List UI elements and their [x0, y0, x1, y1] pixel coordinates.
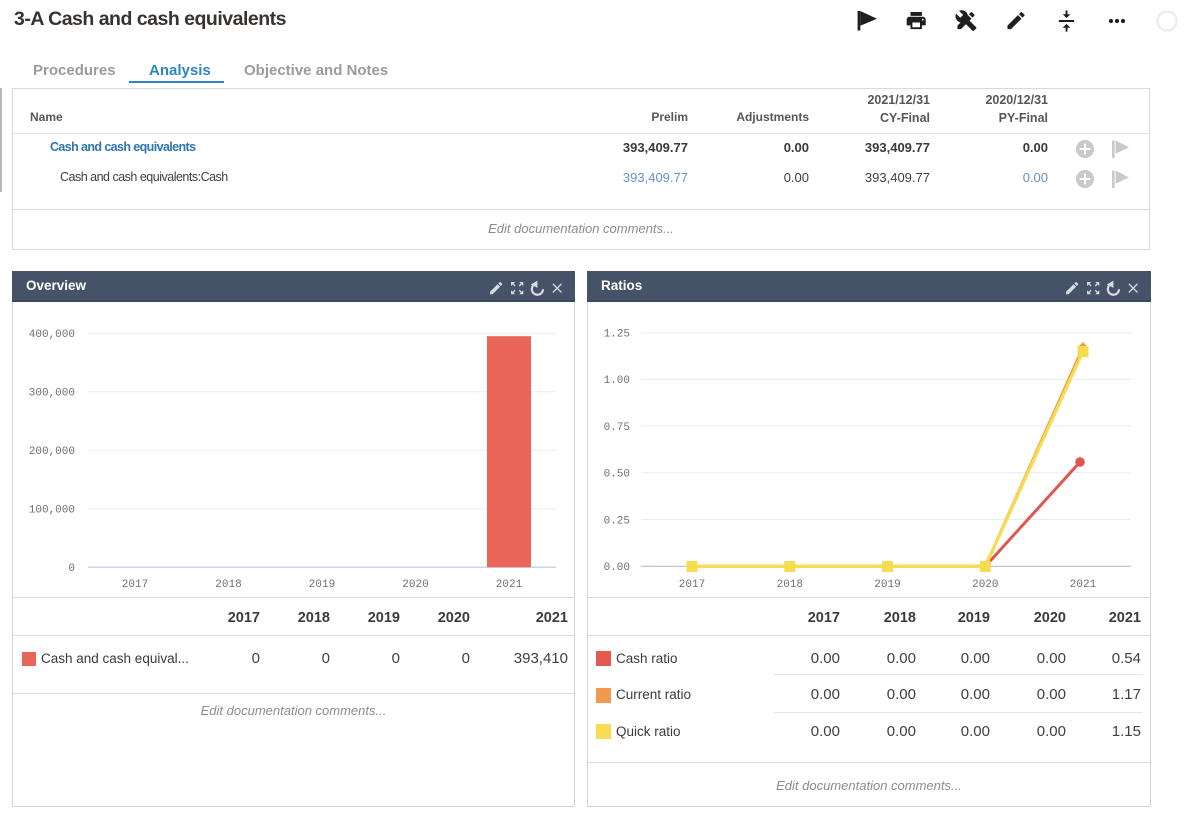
svg-text:1.25: 1.25: [604, 329, 630, 341]
svg-text:0.50: 0.50: [604, 469, 630, 481]
svg-text:2021: 2021: [1070, 579, 1097, 591]
svg-text:2019: 2019: [874, 579, 900, 591]
svg-text:2019: 2019: [309, 579, 335, 591]
svg-text:300,000: 300,000: [29, 388, 75, 400]
svg-text:2021: 2021: [496, 579, 523, 591]
svg-text:0.25: 0.25: [604, 515, 630, 527]
svg-text:400,000: 400,000: [29, 329, 75, 341]
svg-text:0.75: 0.75: [604, 422, 630, 434]
svg-text:100,000: 100,000: [29, 505, 75, 517]
svg-text:200,000: 200,000: [29, 446, 75, 458]
svg-text:1.00: 1.00: [604, 375, 630, 387]
svg-text:0: 0: [68, 563, 75, 575]
svg-text:2018: 2018: [215, 579, 241, 591]
svg-text:2017: 2017: [679, 579, 705, 591]
svg-text:2020: 2020: [402, 579, 428, 591]
svg-text:2020: 2020: [972, 579, 998, 591]
svg-text:2018: 2018: [777, 579, 803, 591]
svg-text:2017: 2017: [122, 579, 148, 591]
svg-text:0.00: 0.00: [604, 562, 630, 574]
